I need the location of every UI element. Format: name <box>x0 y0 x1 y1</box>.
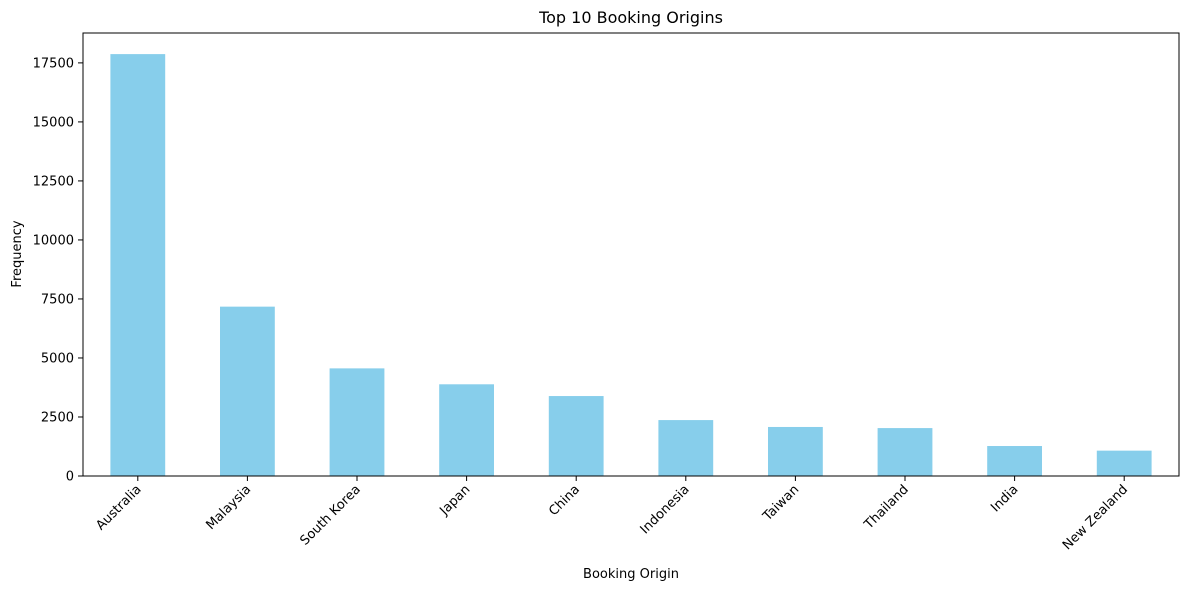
x-tick-label: New Zealand <box>1060 482 1131 553</box>
y-axis-ticks: 0 2500 5000 7500 10000 12500 15000 17500 <box>33 56 83 485</box>
x-tick-label: Taiwan <box>760 482 803 525</box>
bar-new-zealand <box>1096 450 1152 476</box>
x-tick-label: Thailand <box>861 482 912 533</box>
bar-thailand <box>877 428 933 476</box>
x-tick-label: China <box>546 482 583 519</box>
bar-australia <box>110 54 166 476</box>
x-tick-label: India <box>988 482 1021 515</box>
chart-title: Top 10 Booking Origins <box>538 8 723 27</box>
bar-south-korea <box>329 368 385 476</box>
y-tick-label: 0 <box>66 470 74 485</box>
bar-japan <box>439 384 494 476</box>
y-tick-label: 7500 <box>41 292 74 307</box>
y-tick-label: 10000 <box>33 233 74 248</box>
x-axis-label: Booking Origin <box>583 567 679 582</box>
x-tick-label: Malaysia <box>203 482 254 533</box>
x-tick-label: Japan <box>436 482 473 519</box>
x-tick-label: Indonesia <box>638 482 693 537</box>
x-tick-label: Australia <box>93 482 144 533</box>
y-tick-label: 2500 <box>41 410 74 425</box>
y-tick-label: 17500 <box>33 56 74 71</box>
bar-malaysia <box>220 306 275 476</box>
y-tick-label: 12500 <box>33 174 74 189</box>
y-tick-label: 15000 <box>33 115 74 130</box>
y-axis-label: Frequency <box>10 220 25 287</box>
bars-group <box>110 54 1152 476</box>
bar-taiwan <box>768 426 823 476</box>
y-tick-label: 5000 <box>41 351 74 366</box>
bar-china <box>548 396 604 476</box>
bar-india <box>987 446 1042 476</box>
plot-frame <box>82 32 1180 477</box>
x-axis-ticks: Australia Malaysia South Korea Japan China In… <box>93 476 1131 553</box>
bar-indonesia <box>658 420 714 476</box>
x-tick-label: South Korea <box>298 482 364 548</box>
